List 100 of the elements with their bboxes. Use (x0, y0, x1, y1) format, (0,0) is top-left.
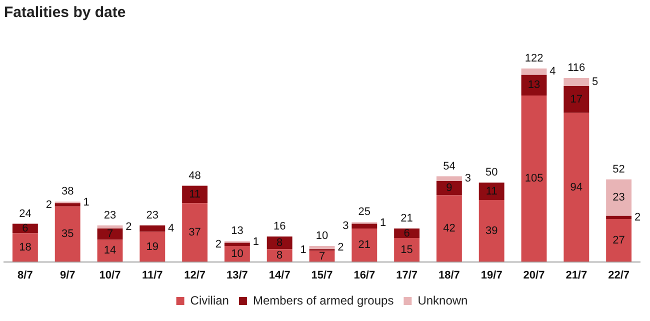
data-label: 35 (61, 228, 74, 240)
data-label: 17 (570, 93, 583, 106)
bar (436, 195, 462, 262)
bar (54, 203, 80, 206)
total-label: 16 (273, 220, 286, 232)
bar (436, 181, 462, 196)
legend-label: Members of armed groups (252, 293, 394, 308)
bar (97, 225, 123, 229)
data-label: 2 (634, 211, 641, 224)
data-label: 1 (252, 236, 259, 248)
total-label: 116 (568, 62, 586, 74)
data-label: 42 (443, 222, 456, 235)
x-tick-label: 14/7 (268, 269, 290, 282)
bar (478, 182, 504, 200)
data-label: 13 (528, 79, 540, 92)
total-label: 23 (146, 209, 159, 222)
bar (478, 200, 504, 262)
bar (521, 68, 547, 75)
bar (140, 225, 166, 232)
data-label: 23 (612, 192, 625, 204)
bar (564, 78, 590, 86)
data-label: 2 (215, 238, 222, 250)
bar (309, 250, 335, 262)
data-label: 7 (318, 250, 326, 262)
x-tick-label: 16/7 (354, 269, 376, 282)
x-tick-label: 19/7 (480, 269, 502, 282)
bar (606, 179, 632, 216)
data-label: 4 (550, 66, 556, 78)
bar (97, 240, 123, 262)
x-tick-label: 22/7 (608, 269, 630, 282)
bar (224, 242, 250, 246)
x-tick-label: 18/7 (438, 269, 460, 282)
bar (182, 203, 208, 262)
bar (564, 86, 590, 113)
x-tick-label: 15/7 (311, 269, 333, 282)
total-label: 21 (400, 212, 413, 225)
x-tick-label: 12/7 (184, 269, 206, 282)
bar (54, 206, 80, 262)
data-label: 2 (338, 242, 344, 254)
data-label: 105 (524, 172, 544, 185)
total-label: 122 (524, 52, 544, 65)
total-label: 50 (485, 166, 498, 179)
bar (436, 176, 462, 181)
total-label: 54 (443, 160, 456, 172)
bar (394, 238, 420, 262)
data-label: 14 (104, 244, 116, 257)
data-label: 2 (46, 198, 52, 211)
data-label: 6 (404, 227, 410, 240)
data-label: 8 (276, 249, 283, 262)
x-tick-label: 21/7 (566, 269, 588, 282)
total-label: 23 (104, 209, 116, 222)
data-label: 5 (592, 76, 598, 88)
total-label: 10 (316, 230, 328, 242)
bar (352, 224, 378, 229)
x-tick-label: 17/7 (396, 269, 418, 282)
data-label: 37 (188, 226, 201, 239)
data-label: 4 (168, 222, 174, 235)
chart-title: Fatalities by date (4, 4, 126, 22)
data-label: 3 (464, 172, 471, 185)
bar (606, 219, 632, 262)
data-label: 1 (300, 244, 306, 256)
data-label: 1 (380, 217, 386, 230)
data-label: 8 (276, 236, 283, 249)
data-label: 18 (19, 242, 32, 254)
total-label: 13 (231, 225, 244, 238)
bar (97, 228, 123, 240)
bar (309, 246, 335, 250)
total-label: 25 (358, 206, 371, 218)
bar (12, 233, 38, 262)
data-label: 10 (231, 248, 244, 260)
data-label: 27 (612, 234, 625, 246)
data-label: 11 (189, 188, 201, 200)
data-label: 6 (22, 222, 28, 235)
bar (606, 216, 632, 220)
total-label: 48 (188, 170, 201, 182)
legend-label: Civilian (190, 293, 229, 308)
x-tick-label: 9/7 (60, 269, 76, 282)
x-tick-label: 10/7 (99, 269, 121, 282)
x-tick-label: 8/7 (18, 269, 33, 282)
data-label: 94 (570, 181, 583, 194)
x-tick-label: 11/7 (142, 269, 163, 282)
data-label: 39 (485, 224, 498, 237)
data-label: 1 (83, 196, 90, 208)
total-label: 24 (19, 208, 32, 220)
legend-label: Unknown (418, 293, 468, 308)
bar (352, 228, 378, 262)
data-label: 9 (446, 182, 452, 194)
bar (140, 232, 166, 262)
data-label: 15 (400, 244, 413, 256)
bar (564, 112, 590, 262)
x-tick-label: 20/7 (523, 269, 545, 282)
data-label: 2 (126, 220, 132, 233)
data-label: 7 (106, 228, 114, 240)
data-label: 19 (146, 240, 159, 253)
data-label: 21 (358, 239, 371, 252)
data-label: 3 (342, 220, 349, 232)
x-tick-label: 13/7 (226, 269, 248, 282)
bar (521, 95, 547, 262)
total-label: 38 (61, 186, 74, 198)
data-label: 11 (486, 185, 498, 198)
